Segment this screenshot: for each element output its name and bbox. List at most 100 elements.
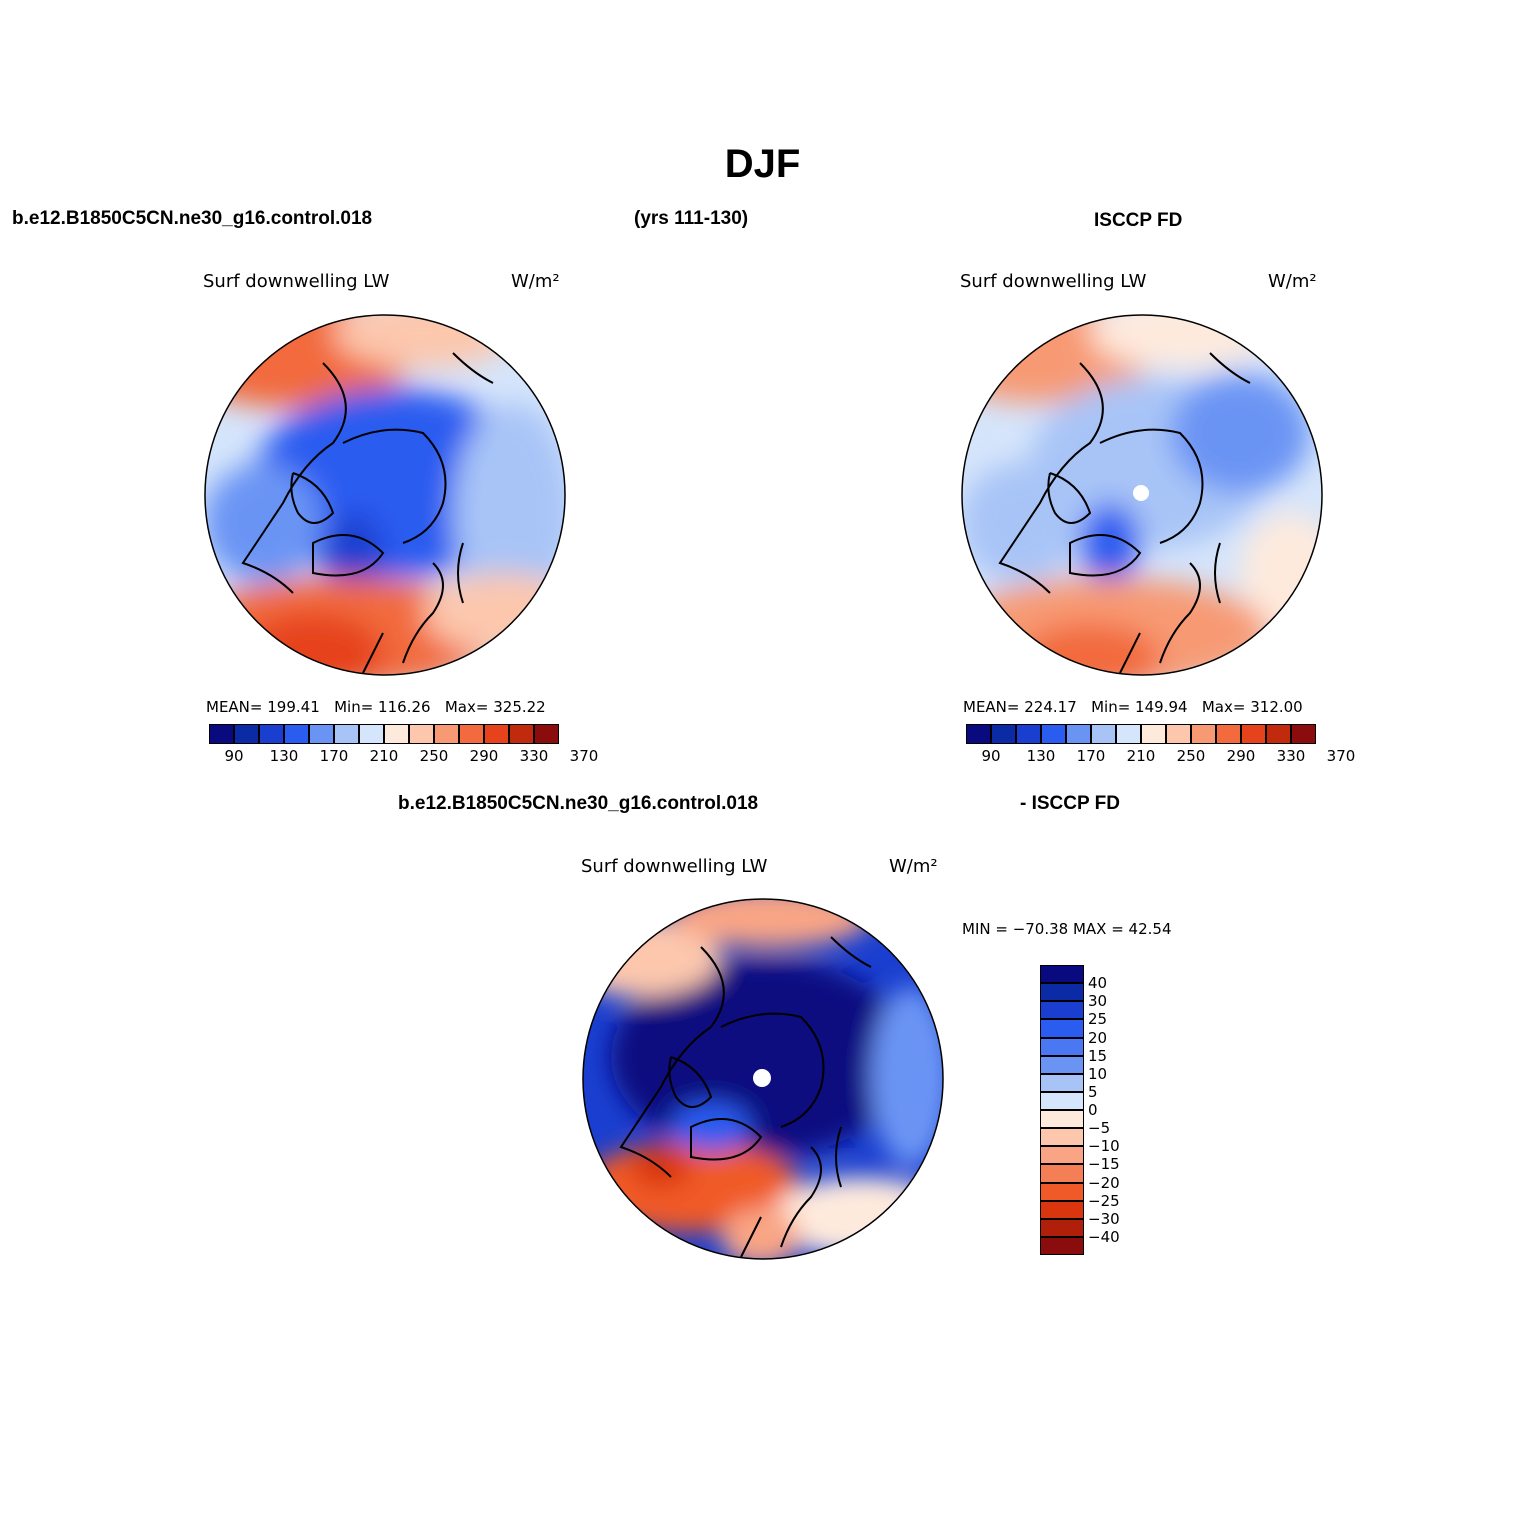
diff-obs-name: - ISCCP FD — [1020, 793, 1120, 814]
colorbar-swatch — [1040, 1073, 1084, 1092]
colorbar-swatch — [1040, 1218, 1084, 1237]
colorbar-swatch — [209, 724, 234, 744]
colorbar-swatch — [1040, 1182, 1084, 1201]
diff-polar-map — [582, 898, 944, 1260]
colorbar-swatch — [1040, 965, 1084, 984]
model-max-label: Max= — [444, 698, 489, 716]
colorbar-swatch — [1291, 724, 1316, 744]
obs-polar-map — [961, 314, 1323, 676]
colorbar-swatch — [1040, 1091, 1084, 1110]
model-colorbar-labels: 90 130 170 210 250 290 330 370 — [209, 747, 598, 767]
colorbar-tick-label: −30 — [1088, 1209, 1120, 1228]
model-mean-label: MEAN= — [206, 698, 263, 716]
colorbar-swatch — [459, 724, 484, 744]
model-colorbar — [209, 724, 559, 744]
colorbar-tick-label: 290 — [1226, 747, 1256, 765]
colorbar-swatch — [1040, 1037, 1084, 1056]
model-stats: MEAN= 199.41 Min= 116.26 Max= 325.22 — [206, 698, 546, 716]
colorbar-swatch — [1040, 1019, 1084, 1038]
colorbar-tick-label: 15 — [1088, 1046, 1108, 1065]
colorbar-tick-label: −5 — [1088, 1119, 1111, 1138]
colorbar-swatch — [334, 724, 359, 744]
colorbar-swatch — [384, 724, 409, 744]
colorbar-swatch — [1116, 724, 1141, 744]
model-min-value: 116.26 — [378, 698, 431, 716]
colorbar-tick-label: −40 — [1088, 1227, 1120, 1246]
model-min-label: Min= — [334, 698, 374, 716]
colorbar-swatch — [1041, 724, 1066, 744]
obs-stats: MEAN= 224.17 Min= 149.94 Max= 312.00 — [963, 698, 1303, 716]
colorbar-tick-label: 0 — [1088, 1101, 1098, 1119]
colorbar-tick-label: 20 — [1088, 1028, 1108, 1047]
obs-variable-title: Surf downwelling LW — [960, 271, 1147, 292]
obs-max-label: Max= — [1201, 698, 1246, 716]
colorbar-swatch — [1016, 724, 1041, 744]
colorbar-tick-label: 130 — [269, 747, 299, 765]
obs-mean-label: MEAN= — [963, 698, 1020, 716]
colorbar-swatch — [1241, 724, 1266, 744]
colorbar-swatch — [434, 724, 459, 744]
colorbar-tick-label: 25 — [1088, 1010, 1108, 1029]
colorbar-swatch — [1216, 724, 1241, 744]
colorbar-swatch — [259, 724, 284, 744]
colorbar-swatch — [1040, 983, 1084, 1002]
colorbar-tick-label: 210 — [1126, 747, 1156, 765]
diff-units: W/m² — [889, 856, 938, 877]
obs-colorbar — [966, 724, 1316, 744]
colorbar-swatch — [1266, 724, 1291, 744]
obs-min-label: Min= — [1091, 698, 1131, 716]
colorbar-tick-label: 210 — [369, 747, 399, 765]
colorbar-swatch — [1166, 724, 1191, 744]
colorbar-swatch — [509, 724, 534, 744]
colorbar-tick-label: 330 — [1276, 747, 1306, 765]
colorbar-swatch — [309, 724, 334, 744]
main-title: DJF — [724, 142, 801, 186]
colorbar-swatch — [409, 724, 434, 744]
colorbar-swatch — [1040, 1001, 1084, 1020]
diff-colorbar-labels: 40 30 25 20 15 10 5 0 −5 −10 −15 −20 −25 −30 −40 — [1088, 965, 1148, 1255]
colorbar-tick-label: −20 — [1088, 1173, 1120, 1192]
colorbar-tick-label: 40 — [1088, 974, 1108, 993]
colorbar-tick-label: 30 — [1088, 992, 1108, 1011]
colorbar-swatch — [534, 724, 559, 744]
model-mean-value: 199.41 — [267, 698, 320, 716]
colorbar-tick-label: 170 — [319, 747, 349, 765]
colorbar-swatch — [1040, 1055, 1084, 1074]
obs-colorbar-labels: 90 130 170 210 250 290 330 370 — [966, 747, 1355, 767]
colorbar-swatch — [1040, 1146, 1084, 1165]
colorbar-tick-label: 370 — [1326, 747, 1356, 765]
model-max-value: 325.22 — [493, 698, 546, 716]
colorbar-tick-label: −10 — [1088, 1137, 1120, 1156]
colorbar-tick-label: 370 — [569, 747, 599, 765]
obs-mean-value: 224.17 — [1024, 698, 1077, 716]
case-name: b.e12.B1850C5CN.ne30_g16.control.018 — [12, 208, 373, 229]
colorbar-tick-label: 130 — [1026, 747, 1056, 765]
colorbar-tick-label: 250 — [1176, 747, 1206, 765]
colorbar-tick-label: −15 — [1088, 1155, 1120, 1174]
diff-minmax: MIN = −70.38 MAX = 42.54 — [962, 920, 1172, 938]
colorbar-tick-label: 5 — [1088, 1082, 1098, 1101]
colorbar-swatch — [284, 724, 309, 744]
colorbar-swatch — [484, 724, 509, 744]
colorbar-tick-label: −25 — [1088, 1191, 1120, 1210]
colorbar-swatch — [1040, 1236, 1084, 1255]
colorbar-tick-label: 290 — [469, 747, 499, 765]
colorbar-tick-label: 90 — [224, 747, 244, 765]
diff-colorbar — [1040, 965, 1084, 1255]
diff-variable-title: Surf downwelling LW — [581, 856, 768, 877]
obs-min-value: 149.94 — [1135, 698, 1188, 716]
colorbar-swatch — [1191, 724, 1216, 744]
colorbar-tick-label: 250 — [419, 747, 449, 765]
model-units: W/m² — [511, 271, 560, 292]
colorbar-swatch — [1040, 1128, 1084, 1147]
diff-case-name: b.e12.B1850C5CN.ne30_g16.control.018 — [398, 793, 759, 814]
colorbar-swatch — [1040, 1110, 1084, 1129]
obs-max-value: 312.00 — [1250, 698, 1303, 716]
colorbar-swatch — [359, 724, 384, 744]
colorbar-swatch — [1040, 1200, 1084, 1219]
colorbar-swatch — [1091, 724, 1116, 744]
colorbar-tick-label: 170 — [1076, 747, 1106, 765]
model-polar-map — [204, 314, 566, 676]
colorbar-swatch — [1066, 724, 1091, 744]
colorbar-tick-label: 90 — [981, 747, 1001, 765]
